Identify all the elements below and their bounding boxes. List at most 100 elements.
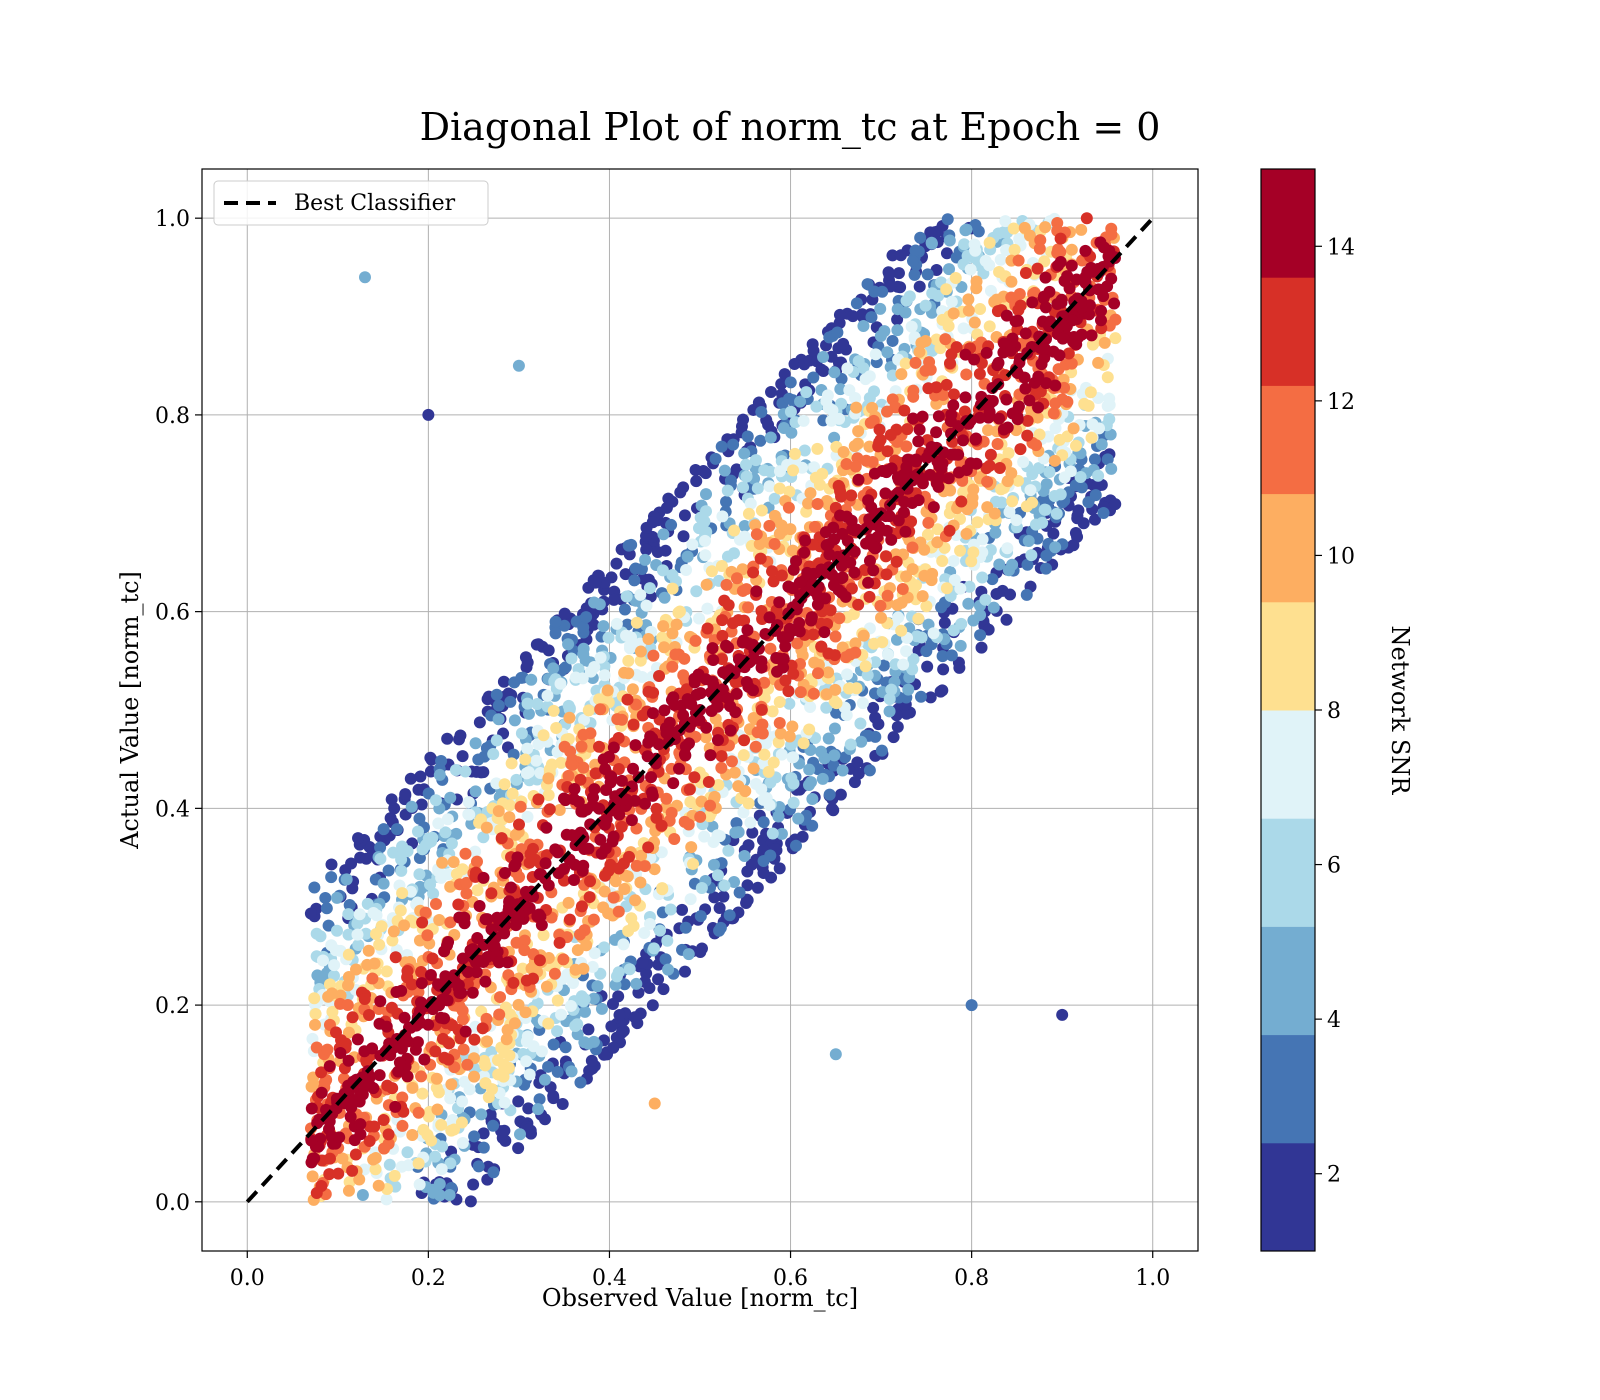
scatter-point bbox=[1005, 467, 1018, 480]
scatter-point bbox=[306, 1170, 319, 1183]
legend: Best Classifier bbox=[213, 180, 489, 226]
scatter-point bbox=[404, 885, 417, 898]
scatter-point bbox=[768, 509, 781, 522]
scatter-point bbox=[395, 984, 408, 997]
scatter-point bbox=[1047, 407, 1060, 420]
scatter-point bbox=[787, 464, 800, 477]
scatter-point bbox=[765, 385, 778, 398]
scatter-point bbox=[968, 353, 981, 366]
scatter-point bbox=[520, 1055, 533, 1068]
scatter-point bbox=[984, 284, 997, 297]
scatter-point bbox=[704, 749, 717, 762]
scatter-point bbox=[800, 386, 813, 399]
scatter-point bbox=[1031, 262, 1044, 275]
scatter-point bbox=[1078, 397, 1091, 410]
scatter-point bbox=[779, 674, 792, 687]
scatter-point bbox=[456, 750, 469, 763]
scatter-point bbox=[957, 322, 970, 335]
scatter-point bbox=[305, 1080, 318, 1093]
scatter-point bbox=[763, 480, 776, 493]
scatter-point bbox=[1033, 428, 1046, 441]
scatter-point bbox=[373, 1069, 386, 1082]
scatter-point bbox=[323, 1152, 336, 1165]
scatter-point bbox=[433, 914, 446, 927]
scatter-point bbox=[687, 857, 700, 870]
scatter-point bbox=[730, 572, 743, 585]
scatter-point bbox=[920, 451, 933, 464]
scatter-point bbox=[466, 986, 479, 999]
scatter-point bbox=[348, 1134, 361, 1147]
scatter-point bbox=[947, 307, 960, 320]
scatter-point bbox=[556, 1098, 569, 1111]
scatter-point bbox=[387, 846, 400, 859]
scatter-point bbox=[921, 660, 934, 673]
scatter-point bbox=[543, 803, 556, 816]
scatter-point bbox=[487, 1119, 500, 1132]
scatter-point bbox=[976, 571, 989, 584]
scatter-point bbox=[979, 593, 992, 606]
scatter-point bbox=[1105, 228, 1118, 241]
scatter-point bbox=[745, 858, 758, 871]
scatter-point bbox=[1021, 558, 1034, 571]
scatter-point bbox=[315, 1086, 328, 1099]
scatter-point bbox=[943, 357, 956, 370]
scatter-point bbox=[602, 631, 615, 644]
scatter-point bbox=[503, 1049, 516, 1062]
scatter-point bbox=[782, 392, 795, 405]
scatter-point bbox=[1006, 495, 1019, 508]
scatter-point bbox=[709, 452, 722, 465]
scatter-point bbox=[987, 601, 1000, 614]
scatter-point bbox=[322, 990, 335, 1003]
scatter-point bbox=[664, 903, 677, 916]
scatter-point bbox=[351, 1033, 364, 1046]
scatter-point bbox=[1049, 422, 1062, 435]
scatter-point bbox=[1023, 394, 1036, 407]
scatter-point bbox=[1054, 232, 1067, 245]
scatter-point bbox=[425, 1134, 438, 1147]
scatter-point bbox=[565, 1065, 578, 1078]
scatter-point bbox=[717, 890, 730, 903]
colorbar-bin bbox=[1261, 1034, 1315, 1144]
scatter-point bbox=[804, 700, 817, 713]
colorbar-tick-label: 2 bbox=[1327, 1163, 1341, 1188]
scatter-point bbox=[436, 856, 449, 869]
scatter-point bbox=[912, 612, 925, 625]
scatter-point bbox=[553, 936, 566, 949]
scatter-point bbox=[642, 685, 655, 698]
scatter-point bbox=[808, 461, 821, 474]
scatter-point bbox=[615, 1026, 628, 1039]
scatter-point bbox=[724, 724, 737, 737]
scatter-point bbox=[565, 758, 578, 771]
scatter-point bbox=[817, 365, 830, 378]
scatter-point bbox=[343, 1176, 356, 1189]
scatter-point bbox=[643, 982, 656, 995]
scatter-point bbox=[427, 1186, 440, 1199]
scatter-point bbox=[369, 1163, 382, 1176]
scatter-point bbox=[863, 554, 876, 567]
scatter-point bbox=[684, 697, 697, 710]
scatter-point bbox=[910, 455, 923, 468]
scatter-point bbox=[395, 853, 408, 866]
scatter-point bbox=[1019, 267, 1032, 280]
scatter-point bbox=[828, 431, 841, 444]
scatter-point bbox=[934, 685, 947, 698]
scatter-point bbox=[782, 580, 795, 593]
scatter-point bbox=[512, 998, 525, 1011]
scatter-point bbox=[415, 977, 428, 990]
scatter-point bbox=[744, 816, 757, 829]
scatter-point bbox=[549, 627, 562, 640]
scatter-point bbox=[435, 1118, 448, 1131]
scatter-point bbox=[925, 237, 938, 250]
scatter-point bbox=[828, 749, 841, 762]
scatter-point bbox=[808, 520, 821, 533]
scatter-point bbox=[983, 259, 996, 272]
scatter-point bbox=[444, 1157, 457, 1170]
scatter-point bbox=[1058, 274, 1071, 287]
scatter-point bbox=[577, 995, 590, 1008]
scatter-point bbox=[468, 1130, 481, 1143]
scatter-point bbox=[1021, 429, 1034, 442]
scatter-point bbox=[855, 735, 868, 748]
scatter-point bbox=[459, 1025, 472, 1038]
scatter-point bbox=[495, 832, 508, 845]
scatter-point bbox=[820, 701, 833, 714]
